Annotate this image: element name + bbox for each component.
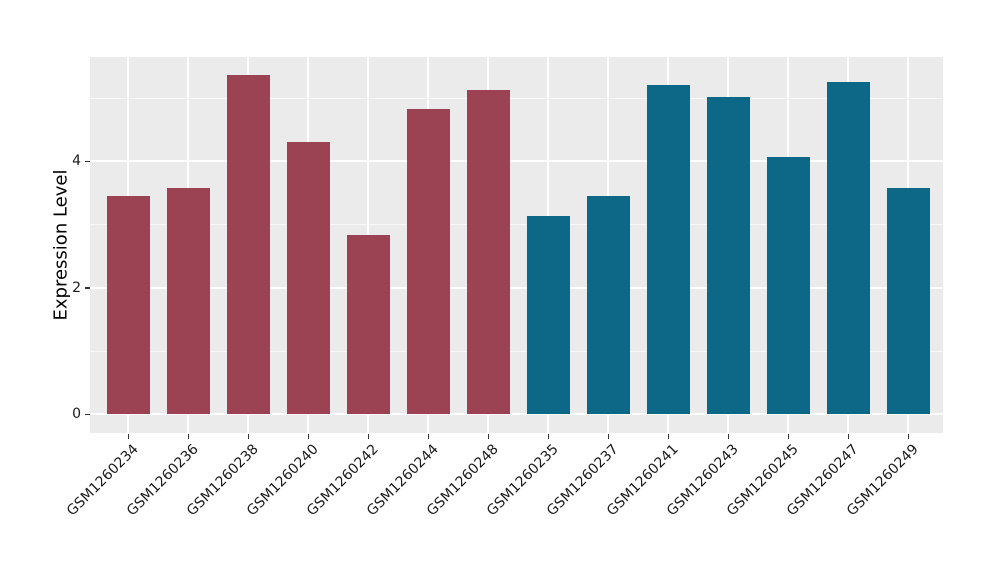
x-tick-mark-GSM1260234 <box>127 434 130 439</box>
bar-GSM1260248 <box>466 90 510 414</box>
bar-GSM1260242 <box>346 235 390 414</box>
bar-GSM1260234 <box>106 195 150 414</box>
bar-GSM1260243 <box>706 96 750 414</box>
x-tick-mark-GSM1260242 <box>367 434 370 439</box>
gridline-minor-y3 <box>90 224 943 226</box>
gridline-minor-y1 <box>90 350 943 352</box>
x-tick-mark-GSM1260237 <box>607 434 610 439</box>
y-axis-title: Expression Level <box>50 169 72 321</box>
y-tick-label-4: 4 <box>72 153 81 170</box>
x-tick-mark-GSM1260247 <box>847 434 850 439</box>
gridline-major-y2 <box>90 286 943 289</box>
x-tick-mark-GSM1260245 <box>787 434 790 439</box>
bar-GSM1260237 <box>586 195 630 414</box>
bar-GSM1260236 <box>166 187 210 414</box>
y-tick-mark-0 <box>85 413 90 415</box>
x-tick-mark-GSM1260240 <box>307 434 310 439</box>
plot-area <box>90 57 943 433</box>
y-tick-label-2: 2 <box>72 279 81 296</box>
x-tick-mark-GSM1260244 <box>427 434 430 439</box>
y-tick-mark-2 <box>85 287 90 289</box>
gridline-major-y4 <box>90 160 943 163</box>
x-tick-mark-GSM1260248 <box>487 434 490 439</box>
bar-GSM1260245 <box>766 157 810 414</box>
bar-GSM1260241 <box>646 85 690 414</box>
gridline-major-y0 <box>90 413 943 415</box>
bar-GSM1260240 <box>286 141 330 414</box>
bar-GSM1260235 <box>526 216 570 414</box>
bar-GSM1260238 <box>226 74 270 414</box>
bar-GSM1260249 <box>886 187 930 414</box>
y-tick-label-0: 0 <box>72 406 81 422</box>
bar-GSM1260247 <box>826 81 870 414</box>
x-tick-mark-GSM1260235 <box>547 434 550 439</box>
x-tick-mark-GSM1260249 <box>907 434 910 439</box>
x-tick-mark-GSM1260243 <box>727 434 730 439</box>
x-tick-mark-GSM1260238 <box>247 434 250 439</box>
gridline-minor-y5 <box>90 98 943 99</box>
y-tick-mark-4 <box>85 160 90 163</box>
x-tick-mark-GSM1260236 <box>187 434 190 439</box>
bar-GSM1260244 <box>406 108 450 414</box>
x-tick-mark-GSM1260241 <box>667 434 670 439</box>
